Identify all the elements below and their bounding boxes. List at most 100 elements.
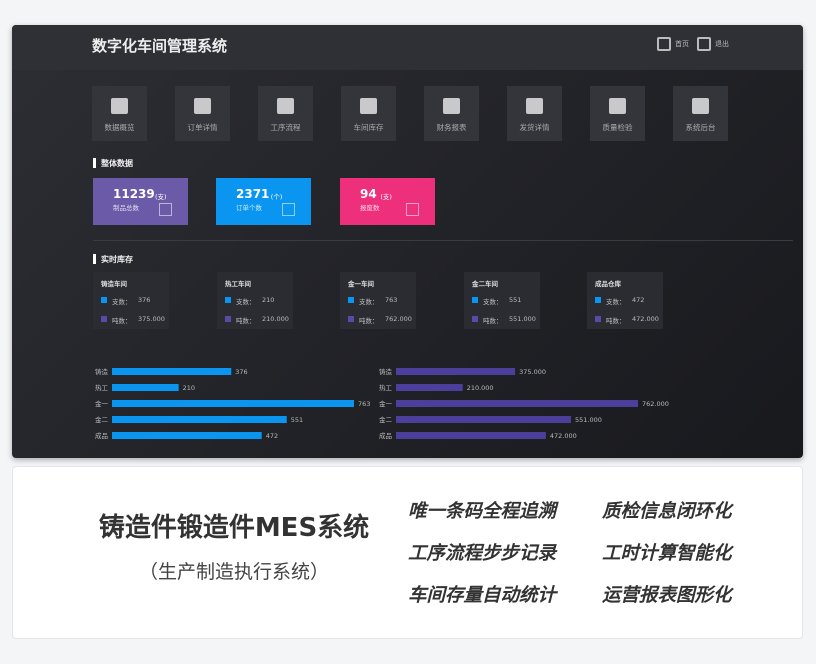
menu-tile[interactable]: 工序流程 <box>258 86 313 141</box>
bar <box>396 384 463 391</box>
bar <box>112 400 354 407</box>
value-label: 375.000 <box>519 368 546 376</box>
legend-swatch <box>225 297 231 303</box>
menu-label[interactable]: 质量检验 <box>602 123 633 132</box>
value-label: 763 <box>358 400 370 408</box>
legend-swatch <box>101 297 107 303</box>
value-label: 210.000 <box>467 384 494 392</box>
bar <box>396 416 571 423</box>
bar <box>112 384 179 391</box>
menu-label[interactable]: 财务报表 <box>436 123 467 132</box>
nav-link[interactable]: 退出 <box>715 40 729 48</box>
legend-swatch <box>101 316 107 322</box>
menu-icon <box>194 98 211 114</box>
menu-tile[interactable]: 订单详情 <box>175 86 230 141</box>
menu-tile[interactable]: 质量检验 <box>590 86 645 141</box>
menu-tile[interactable]: 财务报表 <box>424 86 479 141</box>
workshop-name: 金二车间 <box>472 280 498 288</box>
stat-value: 11239 <box>113 187 155 201</box>
bar-charts: 铸造 376 热工 210 金一 763 金二 551 成品 472 铸造 375.000 热工 210.… <box>95 367 669 440</box>
menu-label[interactable]: 订单详情 <box>187 123 218 132</box>
menu-label[interactable]: 车间库存 <box>353 123 384 132</box>
stat-number: 551.000 <box>509 315 536 323</box>
menu-icon <box>609 98 626 114</box>
stat-value: 2371 <box>236 187 270 201</box>
nav-icon[interactable] <box>697 37 711 51</box>
legend-swatch <box>348 316 354 322</box>
legend-swatch <box>595 316 601 322</box>
menu-tile[interactable]: 系统后台 <box>673 86 728 141</box>
feature: 工时计算智能化 <box>602 543 732 564</box>
workshop-name: 热工车间 <box>225 280 251 288</box>
stat-name: 支数： <box>483 298 503 306</box>
legend-swatch <box>472 297 478 303</box>
stat-name: 吨数： <box>359 317 379 325</box>
menu-icon <box>443 98 460 114</box>
banner-subtitle: （生产制造执行系统） <box>138 561 329 583</box>
legend-swatch <box>472 316 478 322</box>
value-label: 376 <box>235 368 247 376</box>
stat-name: 吨数： <box>112 317 132 325</box>
workshop-panel: 金一车间 支数： 763 吨数： 762.000 <box>340 272 416 329</box>
stat-number: 472.000 <box>632 315 659 323</box>
menu-icon <box>360 98 377 114</box>
menu-label[interactable]: 数据概览 <box>104 123 135 132</box>
stat-label: 制品总数 <box>113 204 139 212</box>
nav-icon[interactable] <box>657 37 671 51</box>
stat-number: 375.000 <box>138 315 165 323</box>
stat-number: 762.000 <box>385 315 412 323</box>
stat-name: 吨数： <box>483 317 503 325</box>
menu-label[interactable]: 发货详情 <box>519 123 550 132</box>
stat-icon <box>282 203 295 216</box>
stat-label: 报废数 <box>360 204 380 212</box>
value-label: 551.000 <box>575 416 602 424</box>
stat-name: 支数： <box>236 298 256 306</box>
app-title: 数字化车间管理系统 <box>92 37 228 55</box>
category-label: 成品 <box>95 431 108 440</box>
stat-number: 472 <box>632 296 645 304</box>
value-label: 210 <box>183 384 195 392</box>
value-label: 762.000 <box>642 400 669 408</box>
stat-card: 11239 (支) 制品总数 <box>93 178 188 225</box>
category-label: 铸造 <box>379 367 393 376</box>
feature: 质检信息闭环化 <box>602 501 732 522</box>
workshop-panel: 热工车间 支数： 210 吨数： 210.000 <box>217 272 293 329</box>
menu-label[interactable]: 系统后台 <box>685 123 716 132</box>
feature: 运营报表图形化 <box>602 585 732 606</box>
category-label: 热工 <box>95 383 109 392</box>
bar <box>112 368 232 375</box>
section-title: 实时库存 <box>101 255 133 264</box>
stat-card: 94 (支) 报废数 <box>340 178 435 225</box>
stat-icon <box>159 203 172 216</box>
nav-link[interactable]: 首页 <box>675 40 689 48</box>
bar <box>112 416 287 423</box>
value-label: 472 <box>266 432 278 440</box>
stat-number: 210 <box>262 296 275 304</box>
menu-tile[interactable]: 数据概览 <box>92 86 147 141</box>
stat-card: 2371 (个) 订单个数 <box>216 178 311 225</box>
feature: 车间存量自动统计 <box>408 585 557 606</box>
value-label: 551 <box>291 416 303 424</box>
divider <box>93 240 793 241</box>
menu-icon <box>277 98 294 114</box>
menu-tile[interactable]: 车间库存 <box>341 86 396 141</box>
workshop-panel: 铸造车间 支数： 376 吨数： 375.000 <box>93 272 169 329</box>
menu-label[interactable]: 工序流程 <box>270 123 301 132</box>
menu-tile[interactable]: 发货详情 <box>507 86 562 141</box>
bar <box>396 432 546 439</box>
section-marker <box>93 158 96 168</box>
workshop-name: 成品仓库 <box>595 280 621 288</box>
bar <box>112 432 262 439</box>
stat-value: 94 <box>360 187 377 201</box>
bar <box>396 368 516 375</box>
legend-swatch <box>348 297 354 303</box>
category-label: 金一 <box>95 399 109 408</box>
menu-icon <box>111 98 128 114</box>
stat-unit: (支) <box>380 193 392 201</box>
stat-number: 376 <box>138 296 151 304</box>
legend-swatch <box>595 297 601 303</box>
category-label: 成品 <box>379 431 392 440</box>
stat-number: 210.000 <box>262 315 289 323</box>
banner-title: 铸造件锻造件MES系统 <box>98 513 370 543</box>
